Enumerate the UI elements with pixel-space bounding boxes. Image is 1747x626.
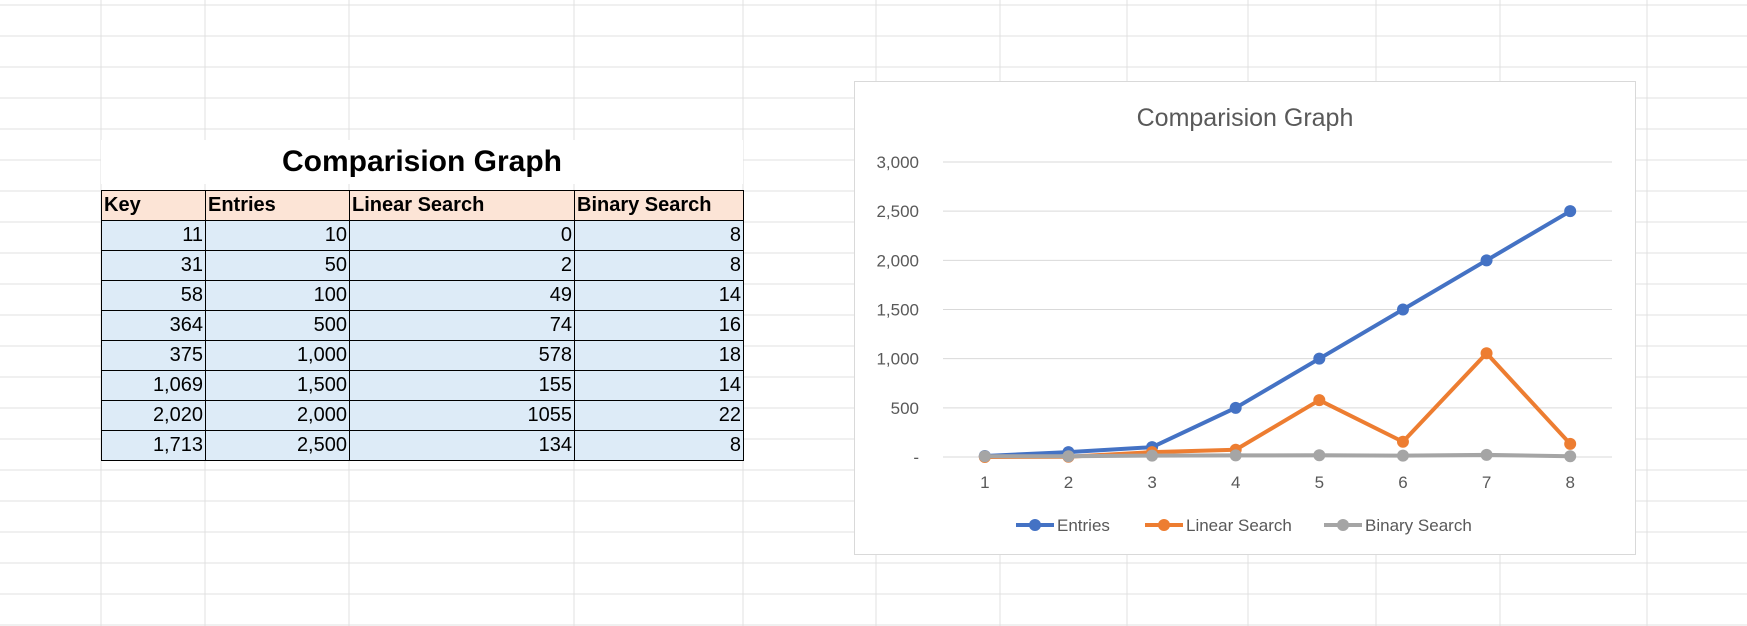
table-row: 11 10 0 8	[101, 220, 744, 251]
cell-entries[interactable]: 50	[205, 250, 350, 281]
cell-entries[interactable]: 10	[205, 220, 350, 251]
cell-key[interactable]: 31	[101, 250, 206, 281]
cell-entries[interactable]: 2,500	[205, 430, 350, 461]
legend-label-binary-search: Binary Search	[1365, 516, 1472, 535]
header-entries[interactable]: Entries	[205, 190, 350, 221]
data-point-entries	[1313, 352, 1326, 365]
x-tick-label: 7	[1482, 473, 1491, 492]
x-tick-label: 3	[1147, 473, 1156, 492]
table-row: 31 50 2 8	[101, 250, 744, 281]
cell-linear-search[interactable]: 578	[349, 340, 575, 371]
header-key[interactable]: Key	[101, 190, 206, 221]
header-linear-search[interactable]: Linear Search	[349, 190, 575, 221]
cell-binary-search[interactable]: 8	[574, 220, 744, 251]
y-tick-label: -	[913, 448, 919, 467]
legend-label-linear-search: Linear Search	[1186, 516, 1292, 535]
cell-linear-search[interactable]: 2	[349, 250, 575, 281]
cell-binary-search[interactable]: 14	[574, 280, 744, 311]
x-tick-label: 4	[1231, 473, 1240, 492]
data-point-binary-search	[1146, 449, 1159, 462]
data-point-binary-search	[1229, 449, 1242, 462]
cell-entries[interactable]: 1,000	[205, 340, 350, 371]
chart-title: Comparision Graph	[1137, 104, 1354, 132]
header-row: Key Entries Linear Search Binary Search	[101, 190, 744, 221]
line-chart[interactable]: Comparision Graph - 500 1,000 1,500 2,000 2,5…	[854, 81, 1636, 555]
data-point-binary-search	[978, 450, 991, 463]
cell-entries[interactable]: 1,500	[205, 370, 350, 401]
y-tick-label: 2,500	[876, 202, 919, 221]
x-tick-label: 6	[1398, 473, 1407, 492]
table-row: 2,020 2,000 1055 22	[101, 400, 744, 431]
cell-linear-search[interactable]: 1055	[349, 400, 575, 431]
data-point-linear-search	[1564, 437, 1577, 450]
legend-marker-binary-search	[1337, 519, 1349, 531]
legend-marker-linear-search	[1158, 519, 1170, 531]
series-line-linear-search	[984, 351, 1572, 459]
cell-entries[interactable]: 500	[205, 310, 350, 341]
data-point-linear-search	[1313, 394, 1326, 407]
header-binary-search[interactable]: Binary Search	[574, 190, 744, 221]
series-line-entries	[984, 209, 1572, 459]
y-tick-label: 2,000	[876, 251, 919, 270]
cell-key[interactable]: 58	[101, 280, 206, 311]
data-point-entries	[1564, 205, 1577, 218]
data-point-binary-search	[1062, 450, 1075, 463]
x-tick-label: 2	[1064, 473, 1073, 492]
x-tick-label: 8	[1565, 473, 1574, 492]
legend-marker-entries	[1029, 519, 1041, 531]
cell-key[interactable]: 364	[101, 310, 206, 341]
cell-entries[interactable]: 100	[205, 280, 350, 311]
cell-entries[interactable]: 2,000	[205, 400, 350, 431]
data-point-linear-search	[1480, 347, 1493, 360]
cell-binary-search[interactable]: 18	[574, 340, 744, 371]
cell-linear-search[interactable]: 0	[349, 220, 575, 251]
data-point-binary-search	[1564, 450, 1577, 463]
y-tick-label: 3,000	[876, 153, 919, 172]
y-tick-label: 1,500	[876, 301, 919, 320]
cell-key[interactable]: 1,713	[101, 430, 206, 461]
cell-binary-search[interactable]: 8	[574, 250, 744, 281]
x-tick-label: 1	[980, 473, 989, 492]
x-tick-label: 5	[1315, 473, 1324, 492]
cell-linear-search[interactable]: 155	[349, 370, 575, 401]
table-row: 58 100 49 14	[101, 280, 744, 311]
data-point-entries	[1480, 254, 1493, 267]
series-line-binary-search	[984, 452, 1571, 459]
cell-key[interactable]: 1,069	[101, 370, 206, 401]
cell-key[interactable]: 2,020	[101, 400, 206, 431]
legend-label-entries: Entries	[1057, 516, 1110, 535]
y-tick-label: 500	[891, 399, 919, 418]
data-table: Key Entries Linear Search Binary Search …	[101, 190, 744, 461]
table-row: 1,713 2,500 134 8	[101, 430, 744, 461]
cell-key[interactable]: 375	[101, 340, 206, 371]
table-row: 364 500 74 16	[101, 310, 744, 341]
cell-key[interactable]: 11	[101, 220, 206, 251]
data-point-binary-search	[1480, 448, 1493, 461]
data-point-entries	[1396, 303, 1409, 316]
chart-canvas: Comparision Graph - 500 1,000 1,500 2,000 2,5…	[876, 104, 1612, 535]
y-tick-label: 1,000	[876, 350, 919, 369]
table-row: 1,069 1,500 155 14	[101, 370, 744, 401]
table-row: 375 1,000 578 18	[101, 340, 744, 371]
data-point-binary-search	[1396, 449, 1409, 462]
cell-binary-search[interactable]: 8	[574, 430, 744, 461]
cell-binary-search[interactable]: 22	[574, 400, 744, 431]
sheet-title: Comparision Graph	[101, 140, 743, 184]
cell-binary-search[interactable]: 16	[574, 310, 744, 341]
data-point-entries	[1229, 401, 1242, 414]
data-point-binary-search	[1313, 449, 1326, 462]
cell-linear-search[interactable]: 134	[349, 430, 575, 461]
cell-binary-search[interactable]: 14	[574, 370, 744, 401]
cell-linear-search[interactable]: 49	[349, 280, 575, 311]
cell-linear-search[interactable]: 74	[349, 310, 575, 341]
data-point-linear-search	[1396, 435, 1409, 448]
